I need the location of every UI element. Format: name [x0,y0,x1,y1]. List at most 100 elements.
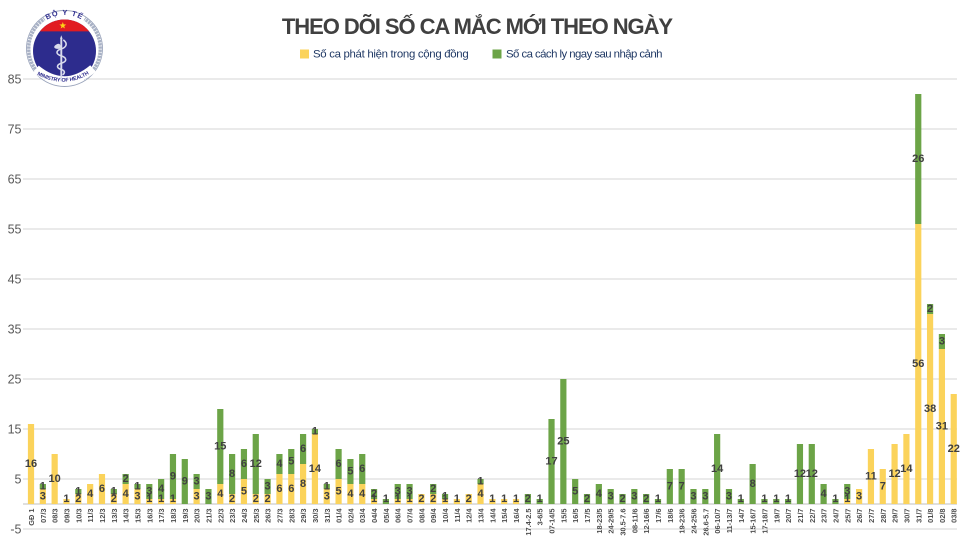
svg-text:08/3: 08/3 [51,509,60,523]
svg-text:05/4: 05/4 [382,508,391,523]
svg-text:30/7: 30/7 [902,509,911,523]
svg-text:4: 4 [123,488,130,500]
svg-text:07-14/5: 07-14/5 [548,509,557,534]
svg-text:07/3: 07/3 [39,509,48,523]
svg-text:18-23/5: 18-23/5 [595,509,604,534]
svg-text:25/7: 25/7 [843,509,852,523]
svg-text:11/3: 11/3 [86,509,95,523]
svg-text:1: 1 [513,493,519,505]
svg-text:18/6: 18/6 [666,509,675,523]
svg-text:26: 26 [912,153,924,165]
svg-text:2: 2 [253,493,259,505]
svg-text:30.5-7.6: 30.5-7.6 [619,509,628,536]
svg-text:12: 12 [888,468,900,480]
svg-text:20/3: 20/3 [193,509,202,523]
svg-text:19/7: 19/7 [772,509,781,523]
svg-text:18/3: 18/3 [169,509,178,523]
svg-text:55: 55 [8,223,22,237]
svg-text:6: 6 [359,463,365,475]
svg-text:4: 4 [87,488,94,500]
svg-text:5: 5 [241,486,247,498]
svg-text:2: 2 [430,483,436,495]
svg-text:4: 4 [821,488,828,500]
svg-text:16: 16 [25,458,37,470]
svg-text:20/7: 20/7 [784,509,793,523]
svg-text:31: 31 [936,421,948,433]
svg-text:3: 3 [631,491,637,503]
svg-text:1: 1 [324,481,330,493]
svg-text:06/4: 06/4 [394,508,403,523]
svg-text:8: 8 [750,478,756,490]
svg-text:15/4: 15/4 [500,508,509,523]
svg-text:10/4: 10/4 [441,508,450,523]
svg-text:10/3: 10/3 [74,509,83,523]
svg-text:3: 3 [939,336,945,348]
svg-text:27/7: 27/7 [867,509,876,523]
svg-text:24-25/6: 24-25/6 [689,509,698,534]
svg-text:6: 6 [241,458,247,470]
svg-text:12: 12 [806,468,818,480]
svg-text:45: 45 [8,273,22,287]
svg-text:17/3: 17/3 [157,509,166,523]
svg-text:3: 3 [395,486,401,498]
svg-text:12/3: 12/3 [98,509,107,523]
svg-text:7: 7 [667,481,673,493]
svg-text:11: 11 [865,471,877,483]
svg-text:1: 1 [738,493,744,505]
svg-text:13/3: 13/3 [110,509,119,523]
svg-text:1: 1 [40,481,46,493]
svg-text:1: 1 [501,493,507,505]
svg-text:17/5: 17/5 [583,509,592,523]
svg-text:19/3: 19/3 [181,509,190,523]
svg-text:6: 6 [276,483,282,495]
svg-text:1: 1 [489,493,495,505]
svg-text:2: 2 [466,493,472,505]
svg-text:2: 2 [418,493,424,505]
svg-text:Số ca phát hiện trong cộng đồn: Số ca phát hiện trong cộng đồng [313,49,468,61]
svg-text:4: 4 [596,488,603,500]
svg-text:2: 2 [371,488,377,500]
svg-text:1: 1 [761,493,767,505]
svg-text:1: 1 [134,481,140,493]
svg-text:75: 75 [8,123,22,137]
svg-text:22: 22 [948,443,960,455]
svg-text:17.4-2.5: 17.4-2.5 [524,509,533,536]
svg-text:27/3: 27/3 [275,509,284,523]
svg-text:1: 1 [442,491,448,503]
svg-text:85: 85 [8,73,22,87]
svg-text:02/4: 02/4 [346,508,355,523]
svg-text:09/4: 09/4 [429,508,438,523]
svg-text:24-29/5: 24-29/5 [607,509,616,534]
svg-text:25: 25 [557,436,569,448]
svg-text:15/5: 15/5 [559,509,568,523]
svg-text:31/3: 31/3 [323,509,332,523]
svg-text:3: 3 [265,481,271,493]
svg-text:25/3: 25/3 [252,509,261,523]
svg-text:1: 1 [832,493,838,505]
svg-text:24/3: 24/3 [240,509,249,523]
svg-text:17-18/7: 17-18/7 [760,509,769,534]
svg-text:4: 4 [477,488,484,500]
svg-text:12/4: 12/4 [465,508,474,523]
svg-text:3-6/5: 3-6/5 [536,509,545,526]
svg-text:6: 6 [300,443,306,455]
svg-text:GĐ 1: GĐ 1 [27,509,36,526]
svg-text:THEO DÕI SỐ CA MẮC MỚI THEO NG: THEO DÕI SỐ CA MẮC MỚI THEO NGÀY [282,13,674,39]
svg-text:2: 2 [123,473,129,485]
svg-text:8: 8 [300,478,306,490]
svg-text:1: 1 [111,486,117,498]
svg-text:26.6-5.7: 26.6-5.7 [701,509,710,536]
svg-text:5: 5 [336,486,342,498]
svg-text:21/3: 21/3 [204,509,213,523]
svg-text:4: 4 [158,483,165,495]
svg-text:22/7: 22/7 [808,509,817,523]
svg-text:19-23/6: 19-23/6 [678,509,687,534]
svg-text:2: 2 [229,493,235,505]
svg-text:15: 15 [214,441,226,453]
svg-text:16/5: 16/5 [571,509,580,523]
svg-text:12-16/6: 12-16/6 [642,509,651,534]
svg-text:16/4: 16/4 [512,508,521,523]
svg-text:2: 2 [619,493,625,505]
svg-text:24/7: 24/7 [831,509,840,523]
svg-text:3: 3 [844,486,850,498]
